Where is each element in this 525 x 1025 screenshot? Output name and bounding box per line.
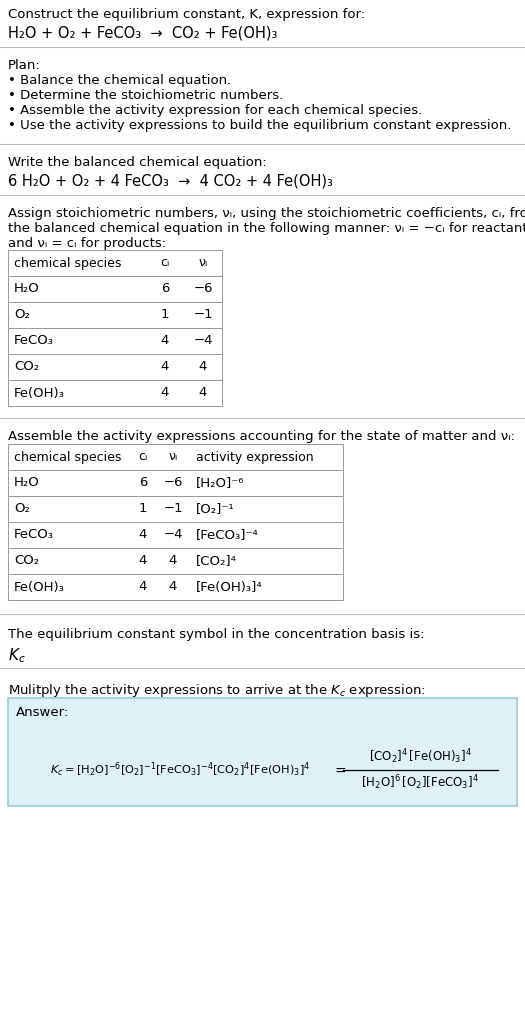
Text: cᵢ: cᵢ — [139, 451, 148, 463]
Text: [CO₂]⁴: [CO₂]⁴ — [196, 555, 237, 568]
Text: 4: 4 — [139, 529, 147, 541]
Text: Mulitply the activity expressions to arrive at the $\mathit{K_c}$ expression:: Mulitply the activity expressions to arr… — [8, 682, 426, 699]
Text: chemical species: chemical species — [14, 256, 121, 270]
Text: • Balance the chemical equation.: • Balance the chemical equation. — [8, 74, 231, 87]
Text: [FeCO₃]⁻⁴: [FeCO₃]⁻⁴ — [196, 529, 259, 541]
Text: Write the balanced chemical equation:: Write the balanced chemical equation: — [8, 156, 267, 169]
Text: νᵢ: νᵢ — [198, 256, 207, 270]
Text: $\mathit{K_c}$: $\mathit{K_c}$ — [8, 646, 26, 664]
Text: O₂: O₂ — [14, 309, 30, 322]
Bar — [8, 354, 222, 380]
Bar — [8, 444, 343, 470]
Text: 6: 6 — [139, 477, 147, 490]
Text: −4: −4 — [163, 529, 183, 541]
Text: $=$: $=$ — [332, 763, 347, 777]
Text: CO₂: CO₂ — [14, 555, 39, 568]
Bar — [8, 698, 517, 806]
Text: $K_c = [\mathrm{H_2O}]^{-6}[\mathrm{O_2}]^{-1}[\mathrm{FeCO_3}]^{-4}[\mathrm{CO_: $K_c = [\mathrm{H_2O}]^{-6}[\mathrm{O_2}… — [50, 761, 310, 779]
Text: −6: −6 — [193, 283, 213, 295]
Text: 4: 4 — [161, 334, 169, 347]
Text: 1: 1 — [161, 309, 169, 322]
Text: Assemble the activity expressions accounting for the state of matter and νᵢ:: Assemble the activity expressions accoun… — [8, 430, 515, 443]
Text: activity expression: activity expression — [196, 451, 313, 463]
Text: 4: 4 — [199, 386, 207, 400]
Text: 1: 1 — [139, 502, 147, 516]
Text: FeCO₃: FeCO₃ — [14, 529, 54, 541]
Bar — [8, 328, 222, 354]
Text: • Determine the stoichiometric numbers.: • Determine the stoichiometric numbers. — [8, 89, 284, 103]
Text: 6: 6 — [161, 283, 169, 295]
Text: 4: 4 — [169, 555, 177, 568]
Text: −1: −1 — [193, 309, 213, 322]
Text: FeCO₃: FeCO₃ — [14, 334, 54, 347]
Bar — [8, 276, 222, 302]
Text: and νᵢ = cᵢ for products:: and νᵢ = cᵢ for products: — [8, 237, 166, 250]
Text: Fe(OH)₃: Fe(OH)₃ — [14, 386, 65, 400]
Text: 4: 4 — [139, 555, 147, 568]
Text: • Assemble the activity expression for each chemical species.: • Assemble the activity expression for e… — [8, 104, 422, 117]
Text: −6: −6 — [163, 477, 183, 490]
Bar — [8, 250, 222, 276]
Text: [Fe(OH)₃]⁴: [Fe(OH)₃]⁴ — [196, 580, 262, 593]
Text: chemical species: chemical species — [14, 451, 121, 463]
Text: 6 H₂O + O₂ + 4 FeCO₃  →  4 CO₂ + 4 Fe(OH)₃: 6 H₂O + O₂ + 4 FeCO₃ → 4 CO₂ + 4 Fe(OH)₃ — [8, 173, 333, 188]
Text: CO₂: CO₂ — [14, 361, 39, 373]
Bar — [8, 548, 343, 574]
Bar — [8, 574, 343, 600]
Bar — [8, 470, 343, 496]
Text: [O₂]⁻¹: [O₂]⁻¹ — [196, 502, 235, 516]
Text: H₂O: H₂O — [14, 477, 40, 490]
Text: • Use the activity expressions to build the equilibrium constant expression.: • Use the activity expressions to build … — [8, 119, 511, 132]
Text: O₂: O₂ — [14, 502, 30, 516]
Text: 4: 4 — [169, 580, 177, 593]
Text: 4: 4 — [139, 580, 147, 593]
Text: [H₂O]⁻⁶: [H₂O]⁻⁶ — [196, 477, 245, 490]
Text: −4: −4 — [193, 334, 213, 347]
Text: 4: 4 — [161, 361, 169, 373]
Text: Answer:: Answer: — [16, 706, 69, 719]
Text: Fe(OH)₃: Fe(OH)₃ — [14, 580, 65, 593]
Text: $[\mathrm{H_2O}]^6\,[\mathrm{O_2}][\mathrm{FeCO_3}]^4$: $[\mathrm{H_2O}]^6\,[\mathrm{O_2}][\math… — [361, 774, 479, 792]
Text: Construct the equilibrium constant, K, expression for:: Construct the equilibrium constant, K, e… — [8, 8, 365, 20]
Text: Assign stoichiometric numbers, νᵢ, using the stoichiometric coefficients, cᵢ, fr: Assign stoichiometric numbers, νᵢ, using… — [8, 207, 525, 220]
Text: Plan:: Plan: — [8, 59, 41, 72]
Text: $[\mathrm{CO_2}]^4\,[\mathrm{Fe(OH)_3}]^4$: $[\mathrm{CO_2}]^4\,[\mathrm{Fe(OH)_3}]^… — [369, 747, 471, 767]
Text: 4: 4 — [161, 386, 169, 400]
Text: νᵢ: νᵢ — [169, 451, 177, 463]
Text: the balanced chemical equation in the following manner: νᵢ = −cᵢ for reactants: the balanced chemical equation in the fo… — [8, 222, 525, 235]
Text: −1: −1 — [163, 502, 183, 516]
Bar — [8, 380, 222, 406]
Text: 4: 4 — [199, 361, 207, 373]
Bar — [8, 522, 343, 548]
Text: The equilibrium constant symbol in the concentration basis is:: The equilibrium constant symbol in the c… — [8, 628, 425, 641]
Text: H₂O + O₂ + FeCO₃  →  CO₂ + Fe(OH)₃: H₂O + O₂ + FeCO₃ → CO₂ + Fe(OH)₃ — [8, 25, 277, 40]
Bar — [8, 496, 343, 522]
Text: H₂O: H₂O — [14, 283, 40, 295]
Bar — [8, 302, 222, 328]
Text: cᵢ: cᵢ — [160, 256, 170, 270]
